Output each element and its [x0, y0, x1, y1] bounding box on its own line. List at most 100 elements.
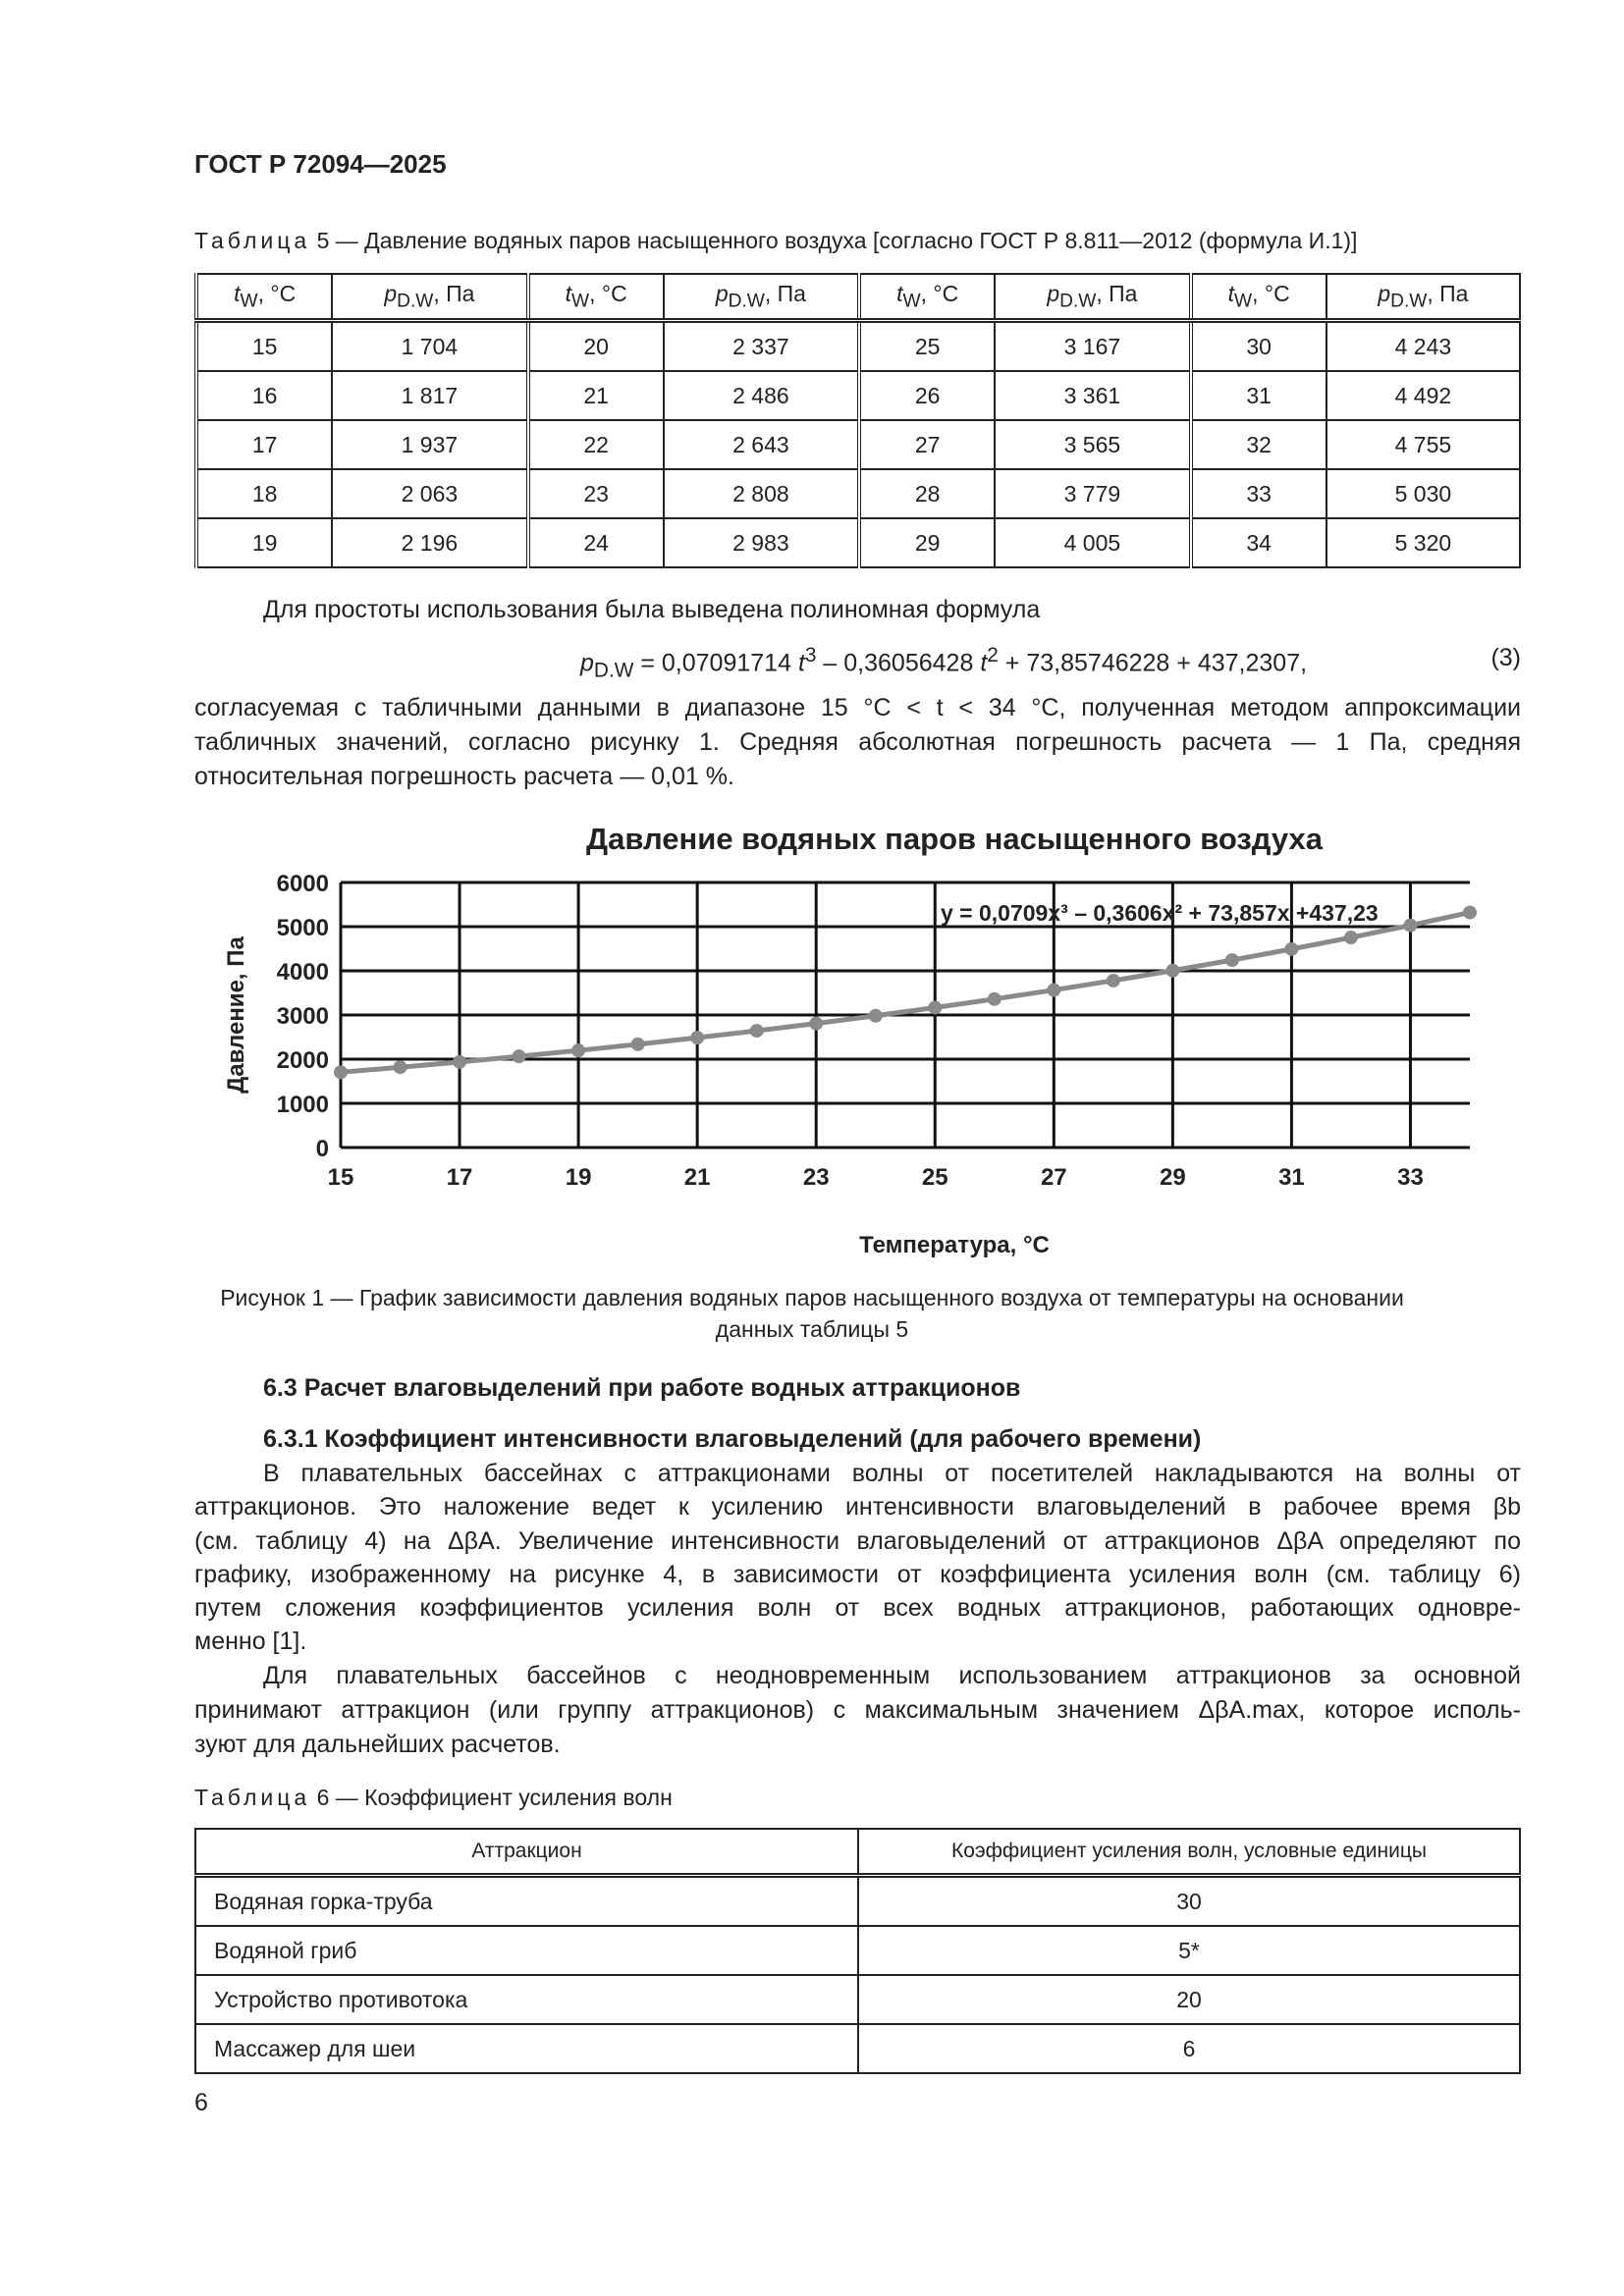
table-row: Устройство противотока 20: [194, 1974, 1521, 2025]
table-row: 15 1 704 20 2 337 25 3 167 30 4 243: [193, 319, 1522, 372]
data-point: [334, 1065, 348, 1080]
attraction-name: Водяная горка-труба: [194, 1874, 859, 1927]
y-tick-label: 0: [316, 1136, 329, 1162]
table-cell: 16: [193, 370, 334, 421]
paragraph-line: Для плавательных бассейнов с неодновреме…: [263, 1662, 1521, 1689]
chart-figure-1: Давление водяных паров насыщенного возду…: [223, 822, 1477, 1258]
paragraph-line: В плавательных бассейнах с аттракционами…: [263, 1460, 1521, 1487]
table-cell: 5 320: [1325, 517, 1522, 568]
data-point: [512, 1049, 526, 1064]
table-cell: 31: [1188, 370, 1327, 421]
f-b: – 0,36056428: [816, 649, 981, 677]
table-cell: 3 167: [994, 319, 1192, 372]
f-t: t: [797, 649, 805, 677]
wave-coefficient: 30: [857, 1874, 1521, 1927]
table-cell: 32: [1188, 419, 1327, 470]
data-point: [1224, 953, 1239, 968]
f-lhs: p: [580, 649, 594, 677]
y-tick-label: 3000: [277, 1003, 329, 1030]
data-point: [1047, 983, 1061, 997]
x-tick-label: 15: [328, 1164, 354, 1191]
table-cell: 17: [193, 419, 334, 470]
table-cell: 2 196: [331, 517, 529, 568]
col-header-t: tW, °C: [193, 273, 334, 323]
data-point: [868, 1008, 883, 1023]
x-tick-label: 27: [1041, 1164, 1067, 1191]
col-header: Коэффициент усиления волн, условные един…: [857, 1828, 1521, 1878]
formula-number: (3): [1490, 644, 1521, 671]
x-tick-label: 19: [566, 1164, 592, 1191]
y-tick-label: 5000: [277, 915, 329, 941]
chart-title: Давление водяных паров насыщенного возду…: [586, 822, 1324, 856]
table-row: Массажер для шеи 6: [194, 2023, 1521, 2074]
data-point: [928, 1000, 943, 1015]
col-header-t: tW, °C: [1188, 273, 1327, 323]
table-cell: 34: [1188, 517, 1327, 568]
data-point: [453, 1054, 467, 1069]
col-header: Аттракцион: [194, 1828, 859, 1878]
data-series-line: [340, 910, 1471, 1075]
y-tick-label: 2000: [277, 1047, 329, 1074]
col-header-p: pD.W, Па: [662, 273, 861, 323]
table-cell: 2 643: [662, 419, 861, 470]
table-cell: 25: [856, 319, 997, 372]
table-cell: 3 779: [994, 468, 1192, 519]
col-header-p: pD.W, Па: [331, 273, 529, 323]
table-cell: 18: [193, 468, 334, 519]
paragraph-line: менно [1].: [194, 1628, 307, 1655]
wave-coefficient: 6: [857, 2023, 1521, 2074]
table6: Аттракцион Коэффициент усиления волн, усл…: [194, 1828, 1521, 2074]
table-row: Водяная горка-труба 30: [194, 1874, 1521, 1927]
f-p: 3: [804, 644, 817, 667]
data-point: [1284, 941, 1299, 956]
x-tick-label: 33: [1397, 1164, 1424, 1191]
table-row: 17 1 937 22 2 643 27 3 565 32 4 755: [193, 419, 1522, 470]
f-a: = 0,07091714: [633, 649, 798, 677]
wave-coefficient: 20: [857, 1974, 1521, 2025]
table-cell: 2 808: [662, 468, 861, 519]
table-cell: 4 492: [1325, 370, 1522, 421]
table-row: 18 2 063 23 2 808 28 3 779 33 5 030: [193, 468, 1522, 519]
page-number: 6: [194, 2089, 208, 2116]
data-point: [987, 991, 1001, 1006]
table-cell: 2 486: [662, 370, 861, 421]
table-cell: 26: [856, 370, 997, 421]
data-point: [393, 1060, 407, 1075]
attraction-name: Водяной гриб: [194, 1925, 859, 1976]
x-tick-label: 23: [803, 1164, 830, 1191]
paragraph-line: табличных значений, согласно рисунку 1. …: [194, 728, 1521, 756]
paragraph-line: (см. таблицу 4) на ΔβA. Увеличение интен…: [194, 1527, 1521, 1555]
trendline-equation: y = 0,0709x³ – 0,3606x² + 73,857x +437,2…: [941, 900, 1379, 926]
col-header-p: pD.W, Па: [1325, 273, 1522, 323]
x-tick-label: 21: [684, 1164, 711, 1191]
data-point: [749, 1024, 764, 1039]
x-tick-label: 17: [447, 1164, 473, 1191]
table-cell: 1 704: [331, 319, 529, 372]
table-cell: 29: [856, 517, 997, 568]
table-cell: 15: [193, 319, 334, 372]
table-cell: 1 937: [331, 419, 529, 470]
table5-caption: Таблица 5 — Давление водяных паров насыщ…: [194, 228, 1357, 254]
table-cell: 4 005: [994, 517, 1192, 568]
y-tick-label: 4000: [277, 959, 329, 986]
x-tick-label: 31: [1278, 1164, 1305, 1191]
caption-label: Таблица: [194, 1785, 311, 1810]
table-cell: 3 361: [994, 370, 1192, 421]
data-point: [809, 1016, 824, 1031]
f-p: 2: [987, 644, 999, 667]
table-cell: 21: [525, 370, 665, 421]
table5: tW, °C pD.W, Па tW, °C pD.W, Па tW, °C pD.W, …: [193, 273, 1522, 568]
col-header-t: tW, °C: [856, 273, 997, 323]
col-header-p: pD.W, Па: [994, 273, 1192, 323]
x-axis-label: Температура, °C: [859, 1232, 1050, 1258]
table-cell: 20: [525, 319, 665, 372]
caption-text: 5 — Давление водяных паров насыщенного в…: [316, 228, 1358, 253]
data-point: [1106, 973, 1120, 988]
wave-coefficient: 5*: [857, 1925, 1521, 1976]
x-tick-label: 29: [1160, 1164, 1186, 1191]
caption-text: 6 — Коэффициент усиления волн: [316, 1785, 673, 1810]
data-point: [1165, 963, 1180, 978]
table-cell: 2 063: [331, 468, 529, 519]
table-cell: 4 243: [1325, 319, 1522, 372]
paragraph-line: принимают аттракцион (или группу аттракц…: [194, 1696, 1521, 1724]
